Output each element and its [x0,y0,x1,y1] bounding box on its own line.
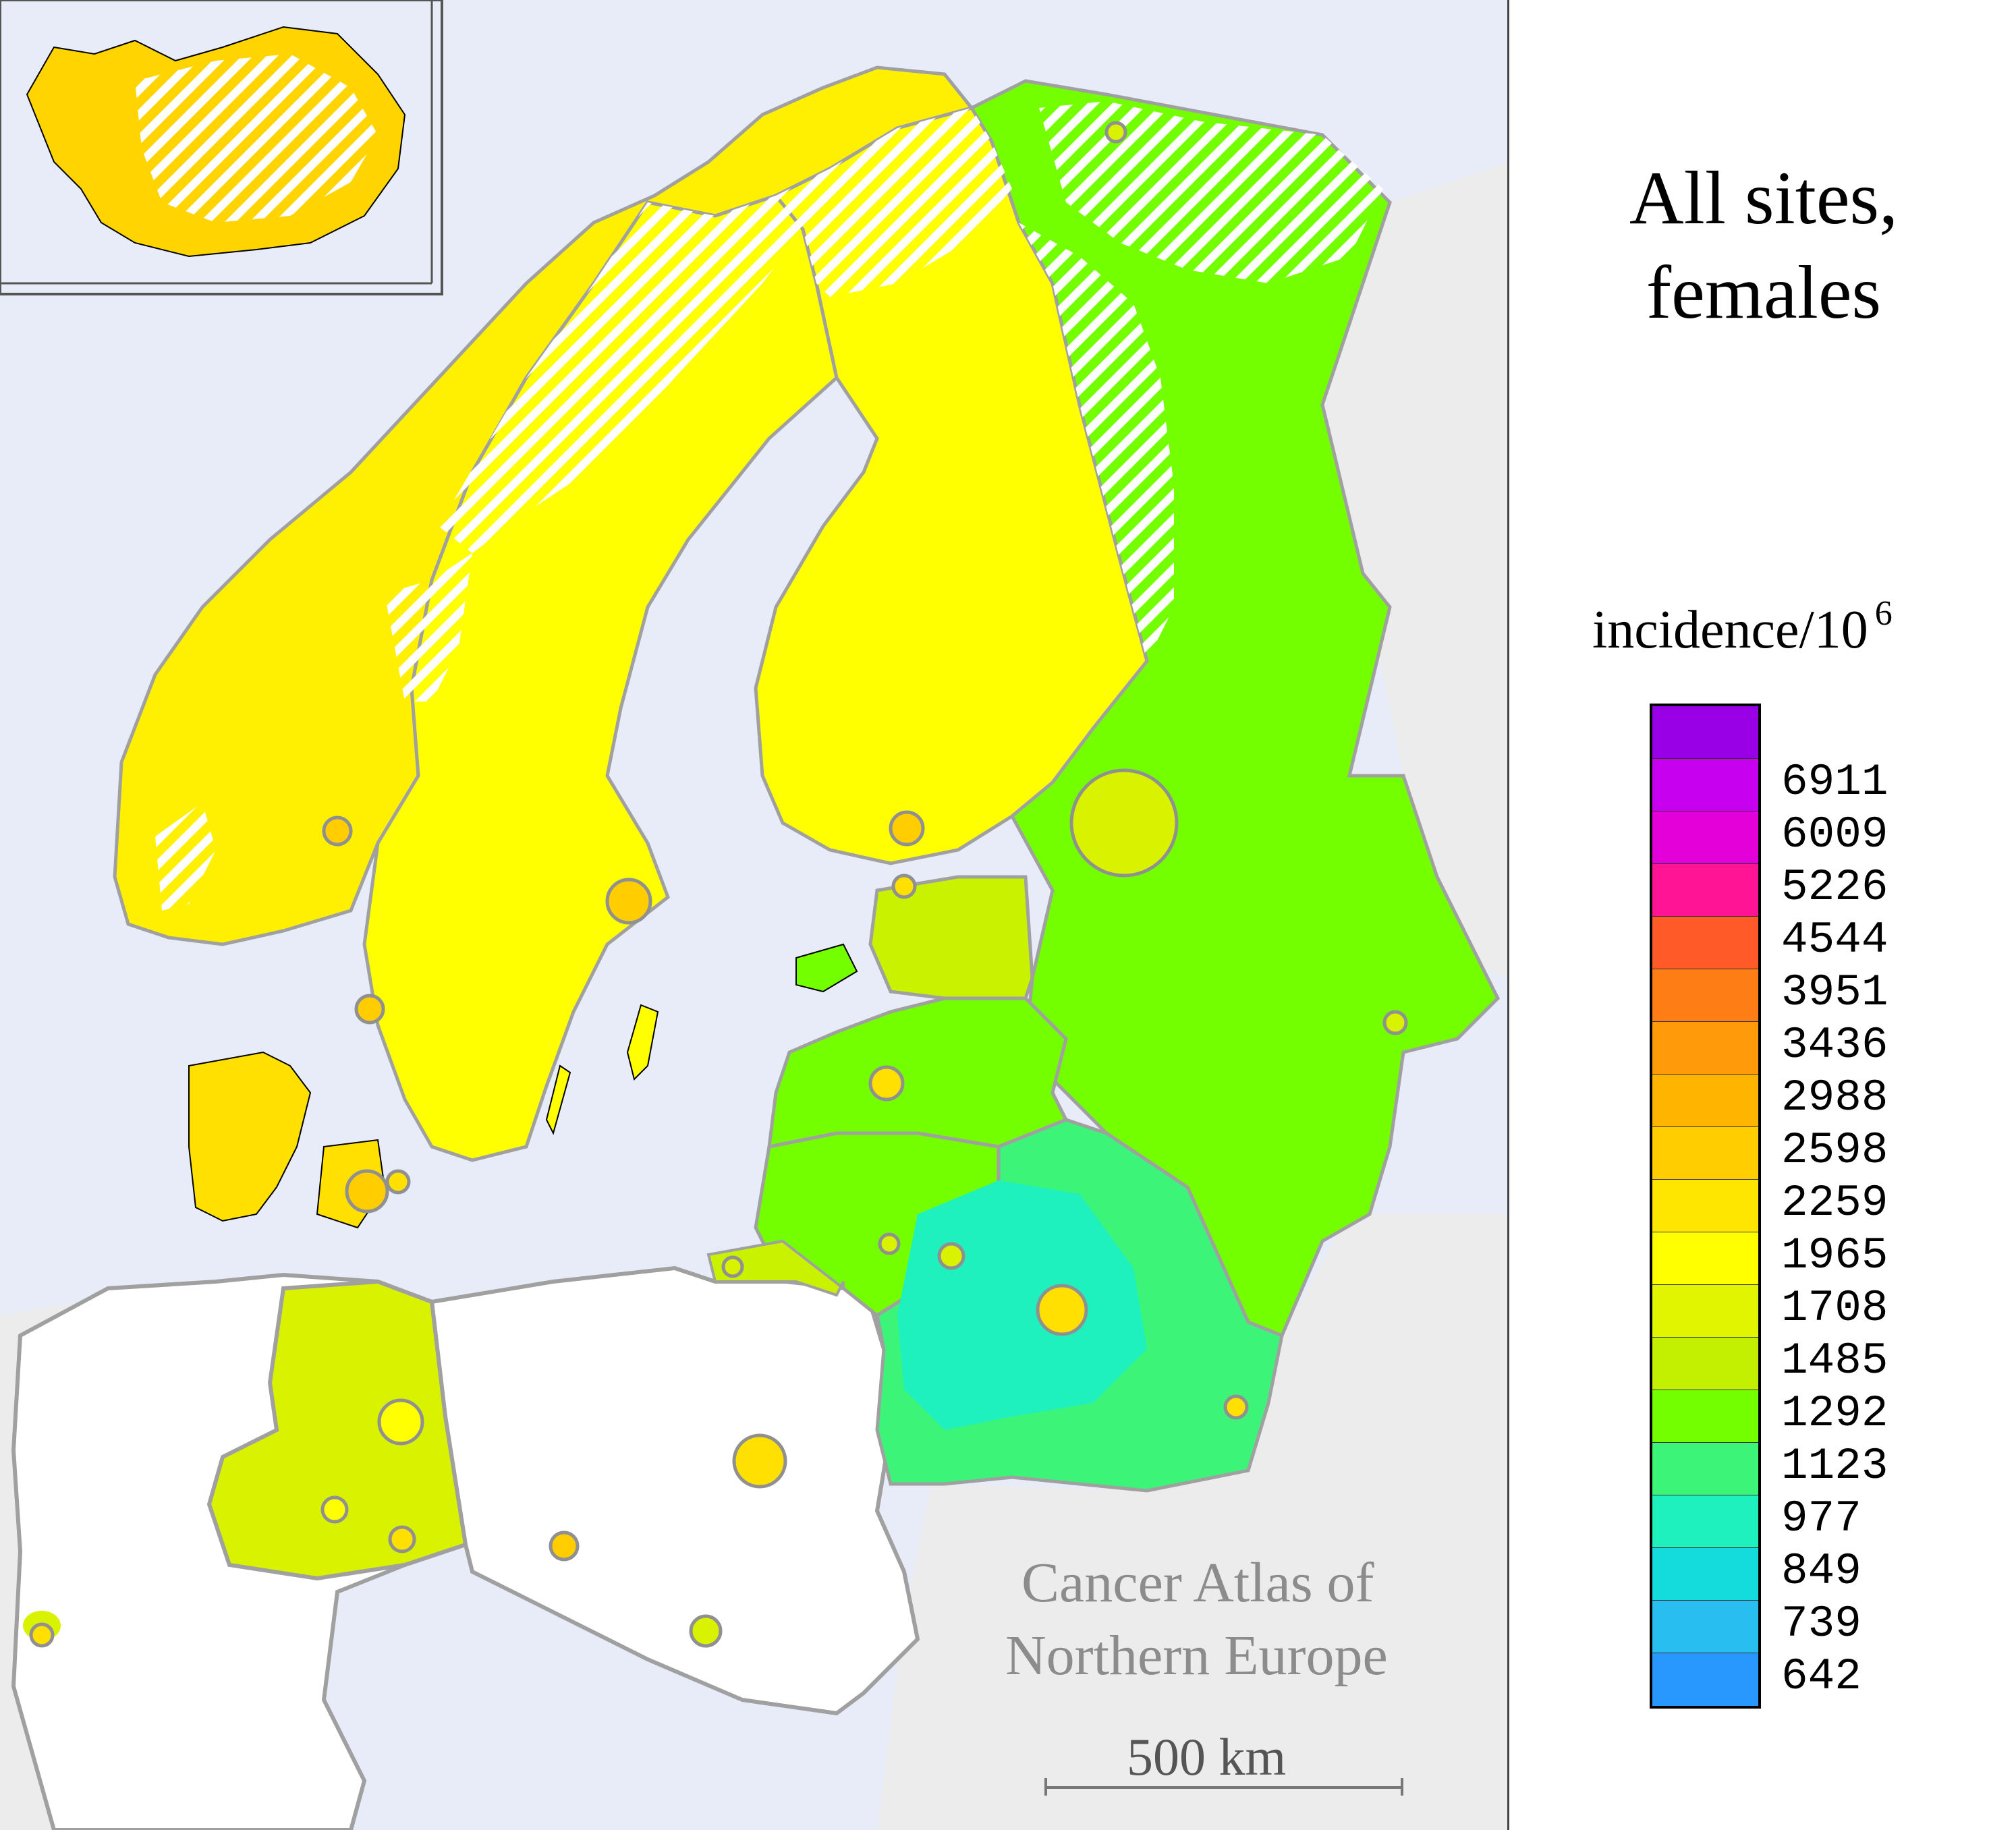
city-marker[interactable] [868,1065,905,1102]
legend-unit-exponent: 6 [1874,594,1893,633]
belarus-cyan-core [897,1180,1147,1430]
poland-no-data [429,1265,920,1716]
legend-unit-label: incidence/10 6 [1592,594,1893,661]
legend-panel: All sites, females incidence/10 6 6911 600… [1511,0,2016,1830]
watermark-line-1: Cancer Atlas of [1021,1551,1374,1614]
city-marker[interactable] [377,1398,424,1446]
hatch-iceland-interior [135,54,378,223]
city-marker[interactable] [1036,1284,1088,1336]
color-scale-label: 739 [1781,1599,1861,1649]
incidence-map[interactable] [0,0,1509,1830]
color-scale-box [1652,1443,1758,1495]
city-marker[interactable] [29,1622,55,1648]
scale-bar [1044,1778,1403,1796]
color-scale-box [1652,1232,1758,1285]
color-scale-label: 2259 [1781,1178,1888,1228]
color-scale-label: 1485 [1781,1336,1888,1386]
color-scale-box [1652,1180,1758,1232]
color-scale-box [1652,969,1758,1022]
city-marker[interactable] [354,994,385,1025]
color-scale-label: 4544 [1781,915,1888,965]
city-marker[interactable] [732,1433,787,1489]
saaremaa-island [795,943,858,993]
color-scale [1650,704,1761,1709]
city-markers [29,121,1408,1648]
city-marker[interactable] [322,816,353,847]
color-scale-box [1652,1075,1758,1127]
hatch-central-norway [385,553,472,702]
kaliningrad-region [706,1239,845,1297]
city-marker[interactable] [721,1255,744,1278]
color-scale-box [1652,1022,1758,1075]
color-scale-box [1652,1127,1758,1180]
color-scale-box [1652,1338,1758,1390]
map-title-line-1: All sites, [1629,156,1899,240]
map-panel[interactable]: Cancer Atlas of Northern Europe 500 km [0,0,1509,1830]
latvia-region [767,996,1069,1149]
city-marker[interactable] [345,1169,389,1213]
city-marker[interactable] [891,874,917,899]
estonia-region [868,875,1034,1000]
city-marker[interactable] [937,1242,965,1270]
city-marker[interactable] [549,1531,580,1562]
color-scale-label: 977 [1781,1493,1861,1544]
city-marker[interactable] [385,1169,411,1195]
watermark-line-2: Northern Europe [1005,1624,1388,1687]
color-scale-label: 1123 [1781,1441,1888,1491]
color-scale-box [1652,1548,1758,1601]
color-scale-box [1652,1653,1758,1706]
legend-unit-text: incidence/10 [1592,600,1868,660]
color-scale-box [1652,917,1758,969]
east-germany-region [206,1279,468,1581]
oland-island [545,1064,571,1135]
city-marker[interactable] [1223,1394,1249,1420]
city-marker[interactable] [320,1495,349,1524]
outside-land-east [877,1214,1507,1830]
color-scale-label: 1708 [1781,1283,1888,1334]
city-marker[interactable] [388,1525,416,1553]
color-scale-label: 6911 [1781,757,1888,807]
color-scale-label: 2988 [1781,1073,1888,1123]
city-marker[interactable] [1382,1010,1408,1035]
color-scale-label: 1292 [1781,1388,1888,1439]
color-scale-label: 5226 [1781,862,1888,913]
city-marker[interactable] [689,1614,723,1648]
color-scale-box [1652,811,1758,864]
color-scale-box [1652,1390,1758,1443]
color-scale-label: 6009 [1781,809,1888,860]
color-scale-label: 849 [1781,1546,1861,1597]
hatch-northern-norway [439,196,803,553]
city-marker[interactable] [605,878,652,925]
city-marker[interactable] [889,810,925,847]
map-title-line-2: females [1646,251,1882,335]
color-scale-box [1652,1495,1758,1548]
city-marker[interactable] [1104,121,1127,144]
city-marker[interactable] [1069,768,1179,878]
color-scale-box [1652,864,1758,917]
color-scale-box [1652,759,1758,811]
color-scale-box [1652,1601,1758,1653]
city-marker[interactable] [878,1232,901,1255]
russia-outside-northeast [1322,163,1507,977]
color-scale-box [1652,706,1758,759]
gotland-island [626,1004,659,1081]
scale-bar-label: 500 km [1127,1727,1287,1786]
color-scale-label: 642 [1781,1651,1861,1702]
hatch-south-norway [155,803,216,911]
hatch-kola [1039,101,1383,283]
color-scale-label: 3436 [1781,1020,1888,1070]
color-scale-box [1652,1285,1758,1338]
hatch-karelia [1019,223,1174,661]
denmark-region [188,1051,312,1222]
color-scale-label: 3951 [1781,967,1888,1018]
color-scale-label: 1965 [1781,1230,1888,1281]
hatch-northern-finland [776,108,1012,297]
color-scale-label: 2598 [1781,1125,1888,1176]
